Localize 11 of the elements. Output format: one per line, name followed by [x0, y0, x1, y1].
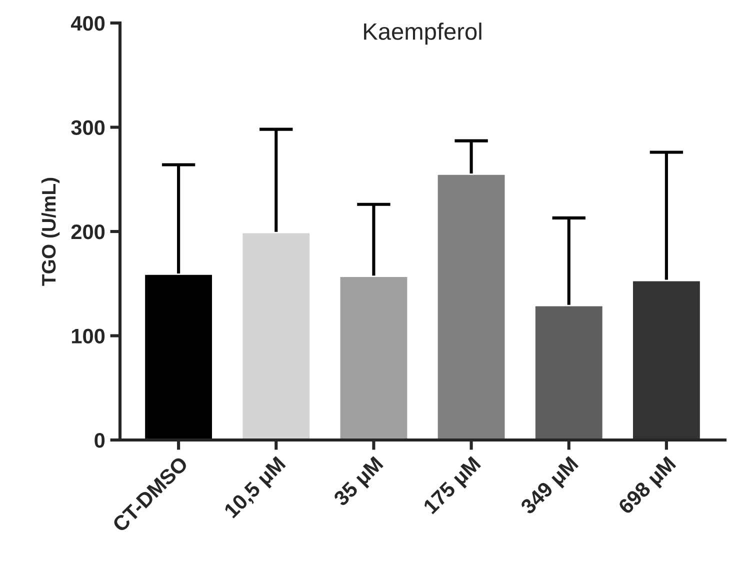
x-tick-label: 175 μM [422, 456, 484, 518]
y-tick-label: 100 [72, 328, 105, 344]
y-tick-label: 400 [70, 16, 105, 31]
chart-title: Kaempferol [364, 22, 482, 45]
y-tick-label: 200 [71, 224, 105, 240]
y-tick-label: 0 [94, 433, 105, 448]
x-tick-label: 35 μM [332, 456, 386, 510]
y-tick-label: 300 [71, 120, 105, 136]
x-tick-label: 698 μM [617, 456, 680, 518]
x-tick-label: 349 μM [520, 456, 582, 518]
y-axis-title: TGO (U/mL) [41, 178, 60, 286]
